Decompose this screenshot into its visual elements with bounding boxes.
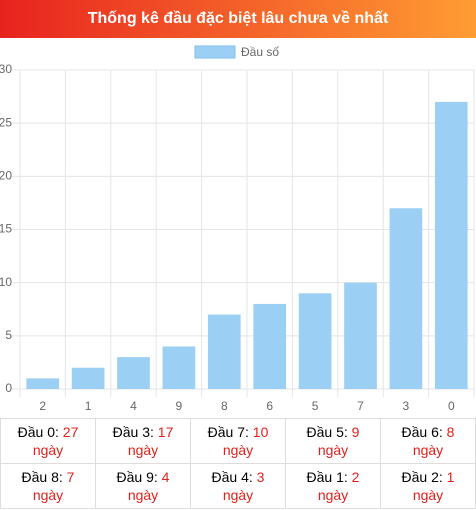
table-cell: Đầu 9: 4 ngày <box>95 463 191 509</box>
cell-value: 27 <box>62 424 79 440</box>
bar <box>253 303 287 389</box>
x-tick-label: 9 <box>176 399 183 413</box>
cell-label: Đầu 2: <box>401 469 443 485</box>
cell-unit: ngày <box>32 442 64 458</box>
x-tick-label: 3 <box>403 399 410 413</box>
legend-swatch <box>194 45 236 59</box>
x-tick-label: 0 <box>448 399 455 413</box>
cell-label: Đầu 6: <box>401 424 443 440</box>
cell-label: Đầu 3: <box>112 424 154 440</box>
cell-unit: ngày <box>317 442 349 458</box>
cell-label: Đầu 5: <box>306 424 348 440</box>
cell-unit: ngày <box>412 442 444 458</box>
cell-value: 2 <box>351 469 360 485</box>
cell-value: 10 <box>252 424 269 440</box>
cell-label: Đầu 7: <box>207 424 249 440</box>
cell-unit: ngày <box>127 442 159 458</box>
legend-label: Đầu số <box>241 45 279 59</box>
x-tick-label: 2 <box>39 399 46 413</box>
y-tick-label: 20 <box>0 169 12 183</box>
cell-label: Đầu 1: <box>306 469 348 485</box>
cell-unit: ngày <box>317 487 349 503</box>
y-tick-label: 30 <box>0 62 12 76</box>
table-cell: Đầu 8: 7 ngày <box>0 463 96 509</box>
cell-unit: ngày <box>32 487 64 503</box>
table-cell: Đầu 0: 27 ngày <box>0 418 96 464</box>
y-tick-label: 5 <box>5 328 12 342</box>
cell-label: Đầu 4: <box>211 469 253 485</box>
cell-label: Đầu 0: <box>17 424 59 440</box>
cell-value: 1 <box>446 469 455 485</box>
x-tick-label: 4 <box>130 399 137 413</box>
cell-value: 3 <box>256 469 265 485</box>
x-tick-label: 6 <box>266 399 273 413</box>
bar <box>389 208 423 389</box>
bar <box>26 378 60 389</box>
cell-unit: ngày <box>127 487 159 503</box>
bar <box>162 346 196 389</box>
bar <box>71 367 105 389</box>
y-tick-label: 15 <box>0 222 12 236</box>
bar <box>117 357 150 389</box>
cell-value: 9 <box>351 424 360 440</box>
table-cell: Đầu 6: 8 ngày <box>380 418 476 464</box>
table-cell: Đầu 4: 3 ngày <box>190 463 286 509</box>
cell-value: 4 <box>161 469 170 485</box>
bar <box>434 101 468 390</box>
y-tick-label: 10 <box>0 275 12 289</box>
cell-value: 7 <box>66 469 75 485</box>
x-tick-label: 7 <box>357 399 364 413</box>
y-tick-label: 25 <box>0 115 12 129</box>
cell-unit: ngày <box>222 442 254 458</box>
table-cell: Đầu 5: 9 ngày <box>285 418 381 464</box>
cell-unit: ngày <box>222 487 254 503</box>
x-tick-label: 1 <box>85 399 92 413</box>
cell-value: 8 <box>446 424 455 440</box>
cell-label: Đầu 8: <box>21 469 63 485</box>
x-tick-label: 8 <box>221 399 228 413</box>
cell-value: 17 <box>157 424 174 440</box>
cell-unit: ngày <box>412 487 444 503</box>
x-tick-label: 5 <box>312 399 319 413</box>
table-cell: Đầu 7: 10 ngày <box>190 418 286 464</box>
table-cell: Đầu 1: 2 ngày <box>285 463 381 509</box>
bar <box>298 293 332 389</box>
table-row: Đầu 0: 27 ngày Đầu 3: 17 ngày Đầu 7: 10 ngày Đ… <box>0 418 476 464</box>
table-row: Đầu 8: 7 ngày Đầu 9: 4 ngày Đầu 4: 3 ngày Đầu … <box>0 463 476 509</box>
bar <box>207 314 241 389</box>
summary-table: Đầu 0: 27 ngày Đầu 3: 17 ngày Đầu 7: 10 ngày Đ… <box>0 418 476 509</box>
bar <box>344 282 377 389</box>
header-title: Thống kê đầu đặc biệt lâu chưa về nhất <box>0 0 476 38</box>
y-tick-label: 0 <box>5 381 12 395</box>
table-cell: Đầu 2: 1 ngày <box>380 463 476 509</box>
table-cell: Đầu 3: 17 ngày <box>95 418 191 464</box>
cell-label: Đầu 9: <box>116 469 158 485</box>
